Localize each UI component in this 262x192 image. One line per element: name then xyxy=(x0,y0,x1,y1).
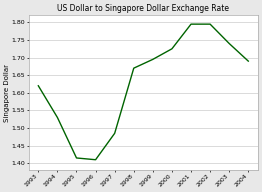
Y-axis label: Singapore Dollar: Singapore Dollar xyxy=(4,64,10,122)
Title: US Dollar to Singapore Dollar Exchange Rate: US Dollar to Singapore Dollar Exchange R… xyxy=(57,4,229,13)
